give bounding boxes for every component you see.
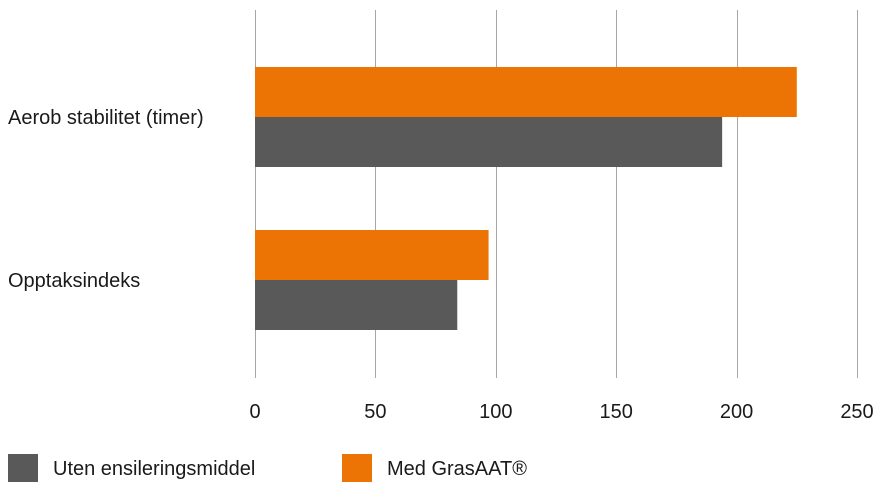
legend-swatch-med-grasaat: [342, 454, 372, 482]
bar-uten-ensileringsmiddel-aerob-stabilitet: [255, 117, 723, 167]
legend-label-med-grasaat: Med GrasAAT®: [387, 458, 527, 480]
legend: Uten ensileringsmiddel Med GrasAAT®: [8, 454, 527, 482]
bar-med-grasaat-opptaksindeks: [255, 230, 489, 280]
x-tick-label-100: 100: [479, 401, 512, 423]
bar-uten-ensileringsmiddel-opptaksindeks: [255, 280, 458, 330]
x-axis-ticks: 0 50 100 150 200 250: [249, 401, 873, 423]
category-label-opptaksindeks: Opptaksindeks: [8, 270, 140, 292]
x-tick-label-0: 0: [249, 401, 260, 423]
bar-med-grasaat-aerob-stabilitet: [255, 67, 797, 117]
category-labels: Aerob stabilitet (timer) Opptaksindeks: [8, 107, 204, 292]
legend-label-uten-ensileringsmiddel: Uten ensileringsmiddel: [53, 458, 255, 480]
legend-swatch-uten-ensileringsmiddel: [8, 454, 38, 482]
bar-layer: [255, 67, 797, 330]
x-tick-label-200: 200: [720, 401, 753, 423]
x-tick-label-50: 50: [364, 401, 386, 423]
x-tick-label-150: 150: [600, 401, 633, 423]
x-tick-label-250: 250: [840, 401, 873, 423]
category-label-aerob-stabilitet: Aerob stabilitet (timer): [8, 107, 204, 129]
